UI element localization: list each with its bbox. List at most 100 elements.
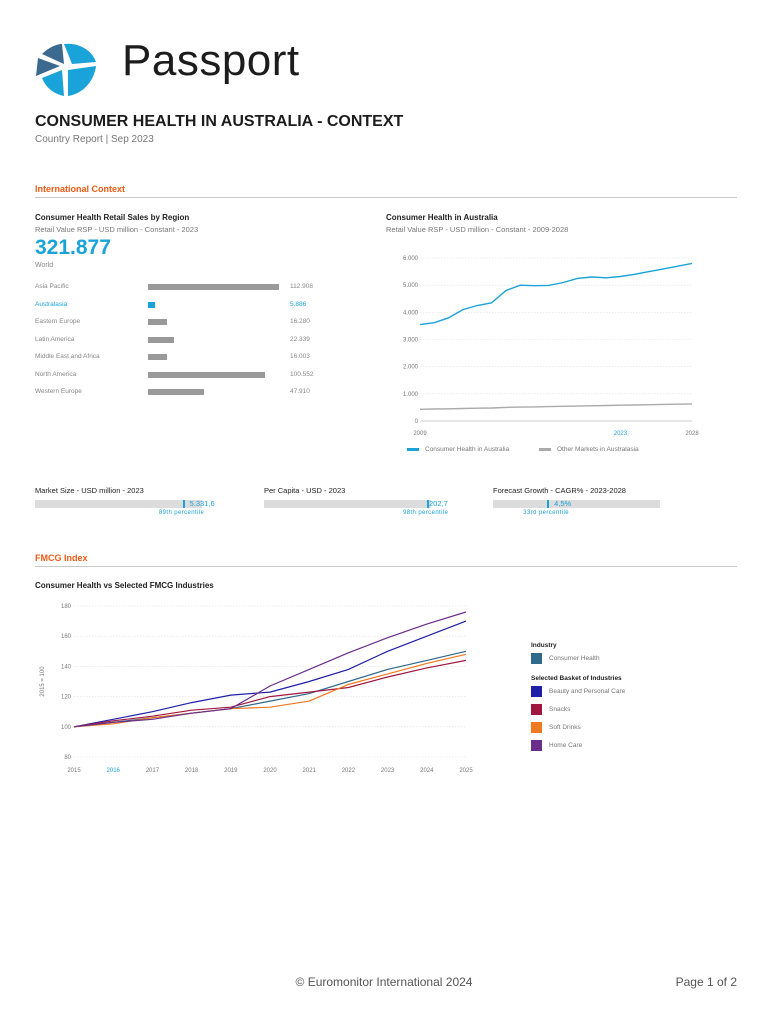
- region-value: 47.910: [290, 388, 310, 395]
- y-tick-label: 4.000: [403, 310, 419, 316]
- legend-label: Soft Drinks: [549, 724, 581, 731]
- regional-sales-bar-chart: Asia Pacific 112.908 Australasia 5.886 Easte…: [35, 283, 335, 403]
- legend-item: Consumer Health in Australia: [407, 446, 509, 453]
- y-tick-label: 0: [415, 419, 419, 425]
- legend-swatch: [531, 686, 542, 697]
- metric-value: 4,5%: [554, 499, 572, 508]
- metric-track: [264, 500, 431, 508]
- metric-percentile: 89th percentile: [158, 510, 205, 516]
- y-tick-label: 6.000: [403, 256, 419, 262]
- y-tick-label: 5.000: [403, 283, 419, 289]
- x-tick-label: 2009: [413, 431, 427, 437]
- legend-swatch: [531, 653, 542, 664]
- metric-track: [35, 500, 202, 508]
- legend-item: Soft Drinks: [531, 722, 701, 733]
- x-tick-label: 2019: [224, 768, 238, 774]
- y-tick-label: 100: [61, 725, 72, 731]
- world-total-value: 321.877: [35, 236, 111, 259]
- y-tick-label: 2.000: [403, 365, 419, 371]
- regional-sales-subtitle: Retail Value RSP - USD million - Constan…: [35, 225, 199, 234]
- fmcg-chart-title: Consumer Health vs Selected FMCG Industr…: [35, 581, 214, 590]
- region-value: 5.886: [290, 300, 307, 308]
- y-tick-label: 140: [61, 664, 72, 670]
- x-tick-label: 2021: [303, 768, 317, 774]
- x-tick-label: 2016: [107, 768, 121, 774]
- metric-marker: [426, 500, 429, 508]
- legend-label: Other Markets in Australasia: [557, 446, 639, 453]
- fmcg-chart-legend: Industry Selected Basket of Industries C…: [531, 642, 711, 762]
- y-tick-label: 3.000: [403, 338, 419, 344]
- legend-basket-title: Selected Basket of Industries: [531, 675, 622, 682]
- x-tick-label: 2023: [381, 768, 395, 774]
- legend-item: Snacks: [531, 704, 701, 715]
- section-divider: [35, 566, 737, 567]
- legend-swatch: [539, 447, 551, 451]
- metric-track: [493, 500, 660, 508]
- region-label: Middle East and Africa: [35, 353, 100, 360]
- legend-label: Home Care: [549, 742, 583, 749]
- region-bar: [148, 319, 167, 325]
- x-tick-label: 2022: [342, 768, 356, 774]
- region-bar: [148, 301, 155, 308]
- series-line: [73, 659, 467, 728]
- region-bar: [148, 354, 167, 360]
- report-subtitle: Country Report | Sep 2023: [35, 134, 154, 145]
- series-line: [73, 620, 467, 728]
- x-tick-label: 2023: [614, 431, 628, 437]
- region-label: Western Europe: [35, 388, 82, 395]
- metric-value: 202,7: [429, 499, 448, 508]
- region-value: 22.339: [290, 335, 310, 343]
- series-line: [419, 403, 693, 410]
- legend-item: Home Care: [531, 740, 701, 751]
- legend-label: Beauty and Personal Care: [549, 688, 626, 695]
- series-line: [419, 262, 693, 326]
- legend-swatch: [531, 740, 542, 751]
- legend-label: Consumer Health in Australia: [425, 446, 510, 453]
- y-tick-label: 80: [64, 755, 71, 761]
- passport-logo: Passport: [34, 36, 334, 100]
- metric-marker: [182, 500, 185, 508]
- metric-title: Market Size - USD million - 2023: [35, 486, 144, 495]
- region-value: 16.280: [290, 318, 310, 325]
- footer-page-number: Page 1 of 2: [675, 975, 737, 989]
- trend-chart-legend: Consumer Health in Australia Other Market…: [407, 446, 727, 458]
- region-label: Eastern Europe: [35, 318, 81, 325]
- world-label: World: [35, 262, 54, 269]
- region-value: 112.908: [290, 283, 314, 290]
- metric-value: 5.331,6: [189, 499, 215, 508]
- legend-industry-title: Industry: [531, 642, 557, 649]
- x-tick-label: 2018: [185, 768, 199, 774]
- section-title-international-context: International Context: [35, 184, 126, 194]
- x-tick-label: 2017: [146, 768, 160, 774]
- x-tick-label: 2024: [420, 768, 434, 774]
- trend-chart-subtitle: Retail Value RSP - USD million - Constan…: [386, 225, 569, 234]
- section-divider: [35, 197, 737, 198]
- y-axis-label: 2015 = 100: [40, 666, 46, 697]
- region-label: Latin America: [35, 335, 75, 343]
- region-value: 100.552: [290, 370, 314, 378]
- consumer-health-trend-chart: 0 1.000 2.000 3.000 4.000 5.000 6.000 2009 2023 2…: [403, 256, 699, 437]
- x-tick-label: 2015: [67, 768, 81, 774]
- legend-swatch: [407, 447, 419, 451]
- y-tick-label: 160: [61, 634, 72, 640]
- legend-swatch: [531, 704, 542, 715]
- region-bar: [148, 284, 279, 290]
- region-bar: [148, 336, 174, 343]
- y-tick-label: 180: [61, 604, 72, 610]
- region-bar: [148, 389, 204, 395]
- region-bar: [148, 371, 265, 378]
- legend-item: Beauty and Personal Care: [531, 686, 701, 697]
- fmcg-index-chart: 80 100 120 140 160 180 2015 = 100 2015 2016 2017 2…: [40, 604, 473, 774]
- legend-item: Other Markets in Australasia: [539, 446, 639, 453]
- report-title: CONSUMER HEALTH IN AUSTRALIA - CONTEXT: [35, 113, 404, 130]
- metric-title: Forecast Growth - CAGR% - 2023-2028: [493, 486, 626, 495]
- region-label: Australasia: [35, 300, 68, 308]
- y-tick-label: 1.000: [403, 392, 419, 398]
- legend-item: Consumer Health: [531, 653, 701, 664]
- region-label: North America: [35, 370, 77, 378]
- y-tick-label: 120: [61, 695, 72, 701]
- market-metrics: Market Size - USD million - 2023 5.331,6 8…: [35, 486, 735, 526]
- region-value: 16.003: [290, 353, 310, 360]
- x-tick-label: 2025: [459, 768, 473, 774]
- series-line: [73, 611, 467, 728]
